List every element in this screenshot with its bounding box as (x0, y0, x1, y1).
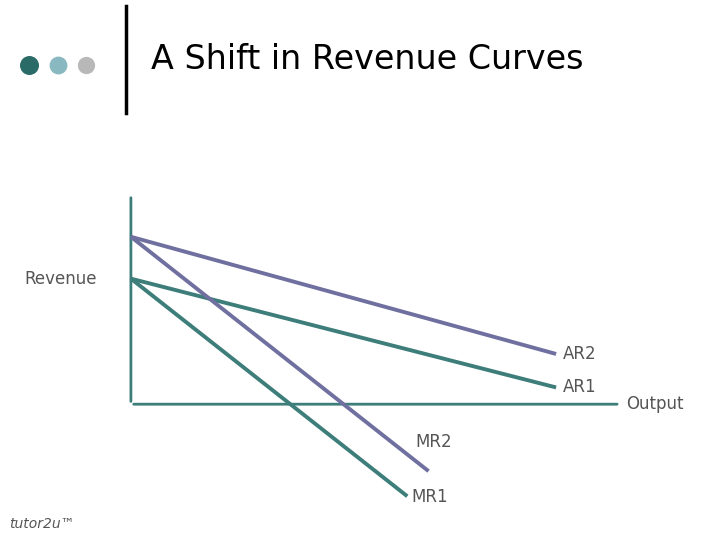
Text: Revenue: Revenue (24, 269, 97, 288)
Text: AR2: AR2 (562, 345, 596, 363)
Text: A Shift in Revenue Curves: A Shift in Revenue Curves (151, 43, 584, 76)
Text: tutor2u™: tutor2u™ (9, 517, 74, 531)
Point (23, 61, 35, 70)
Point (52, 61, 63, 70)
Text: Output: Output (626, 395, 684, 413)
Text: AR1: AR1 (562, 379, 596, 396)
Point (81, 61, 92, 70)
Text: MR1: MR1 (412, 488, 448, 506)
Text: MR2: MR2 (415, 433, 452, 451)
